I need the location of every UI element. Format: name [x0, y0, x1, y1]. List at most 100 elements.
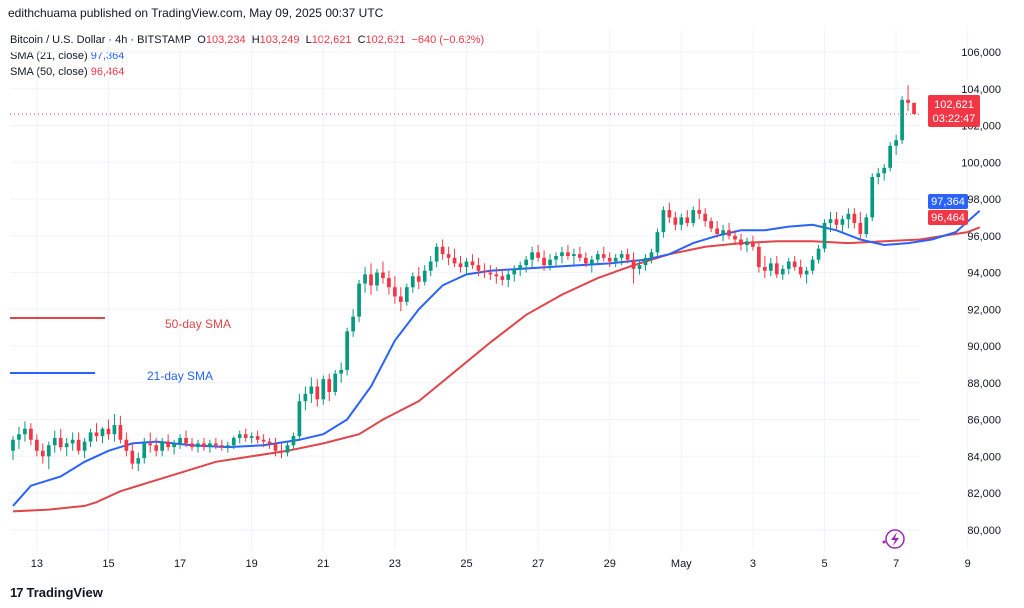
- time-tick-label: 17: [174, 558, 186, 570]
- candle: [786, 257, 791, 275]
- candle-body: [64, 443, 69, 448]
- candle: [488, 265, 493, 280]
- candle-body: [208, 443, 212, 448]
- tradingview-mark-icon: 17: [10, 585, 24, 600]
- candle: [291, 432, 296, 449]
- candle: [393, 276, 397, 304]
- time-tick-label: 23: [389, 558, 401, 570]
- candle-body: [404, 287, 409, 302]
- candle: [739, 233, 743, 251]
- candle: [763, 256, 767, 279]
- candle-body: [52, 437, 57, 446]
- chart-annotations: 50-day SMA 21-day SMA: [10, 317, 231, 383]
- candle-body: [363, 274, 367, 284]
- sma21-price-tag: [928, 194, 968, 209]
- candle-body: [709, 221, 713, 229]
- candle-body: [745, 241, 749, 245]
- candle: [637, 259, 642, 275]
- candle-body: [148, 443, 153, 446]
- candle-body: [273, 443, 278, 451]
- candle-body: [399, 296, 403, 302]
- candle: [458, 256, 463, 273]
- candle-body: [118, 425, 123, 440]
- candle: [751, 235, 755, 251]
- candle-body: [834, 219, 839, 225]
- candle-body: [888, 145, 893, 168]
- candle-body: [76, 439, 81, 451]
- candle-body: [267, 441, 272, 444]
- candle: [613, 254, 618, 268]
- candle-body: [23, 428, 27, 435]
- candle-body: [798, 267, 803, 275]
- close-label: C: [357, 34, 366, 46]
- candle: [840, 215, 845, 233]
- candle-body: [100, 428, 105, 437]
- candle-body: [727, 230, 731, 236]
- candle: [810, 256, 815, 275]
- candle-body: [900, 99, 904, 141]
- candle: [870, 173, 875, 222]
- candle-body: [351, 316, 355, 332]
- candle-body: [17, 434, 21, 440]
- candle: [267, 437, 272, 449]
- candle-body: [291, 436, 296, 446]
- candle: [321, 375, 326, 405]
- open-value: 103,234: [205, 34, 246, 46]
- candle: [727, 222, 731, 240]
- candle-body: [58, 437, 63, 448]
- candle-body: [46, 445, 51, 457]
- candle-body: [369, 274, 373, 286]
- price-tick-label: 98,000: [967, 194, 1001, 206]
- candle: [864, 213, 869, 238]
- candle-body: [333, 373, 338, 392]
- candle: [649, 248, 654, 264]
- candle: [142, 437, 147, 464]
- candle: [255, 430, 260, 444]
- candle: [387, 270, 391, 295]
- candle: [566, 244, 570, 260]
- candle: [416, 267, 421, 290]
- candle: [279, 443, 284, 459]
- lightning-icon[interactable]: [882, 529, 905, 549]
- candle: [285, 441, 290, 457]
- candle-body: [255, 436, 260, 440]
- candle: [112, 414, 117, 442]
- candle: [351, 309, 355, 337]
- candle-body: [297, 401, 302, 437]
- candle: [625, 248, 630, 264]
- time-axis[interactable]: 13 15 17 19 21 23 25 27 29 May 3 5 7 9: [31, 558, 971, 570]
- candle-body: [536, 252, 540, 258]
- candle-body: [601, 254, 606, 258]
- candle: [363, 267, 367, 293]
- candle: [46, 441, 51, 470]
- sma50-legend-row[interactable]: SMA (50, close) 96,464: [10, 64, 484, 80]
- candle-body: [124, 439, 129, 451]
- candle-body: [506, 274, 511, 280]
- candle-body: [583, 257, 588, 264]
- candle-body: [470, 261, 475, 266]
- candle: [542, 250, 546, 271]
- candle: [225, 441, 230, 453]
- candle-body: [315, 386, 320, 400]
- candle: [774, 256, 779, 279]
- candle: [369, 263, 373, 295]
- candle: [17, 426, 21, 449]
- tradingview-logo[interactable]: 17 TradingView: [10, 585, 103, 600]
- time-tick-label: 29: [604, 558, 616, 570]
- candle-body: [542, 257, 546, 266]
- candle-body: [822, 222, 827, 249]
- candle: [184, 430, 188, 448]
- candle-body: [381, 272, 385, 279]
- candle: [35, 434, 39, 457]
- candle-body: [673, 217, 678, 225]
- sma21-legend-row[interactable]: SMA (21, close) 97,364: [10, 48, 484, 64]
- price-axis[interactable]: 80,000 82,000 84,000 86,000 88,000 90,000 92,0…: [961, 47, 1001, 537]
- candle: [643, 254, 648, 271]
- candle-body: [214, 443, 218, 446]
- candle-body: [82, 441, 87, 451]
- candle: [709, 217, 713, 233]
- price-tick-label: 88,000: [967, 378, 1001, 390]
- candle: [757, 241, 761, 273]
- time-tick-label: 3: [750, 558, 756, 570]
